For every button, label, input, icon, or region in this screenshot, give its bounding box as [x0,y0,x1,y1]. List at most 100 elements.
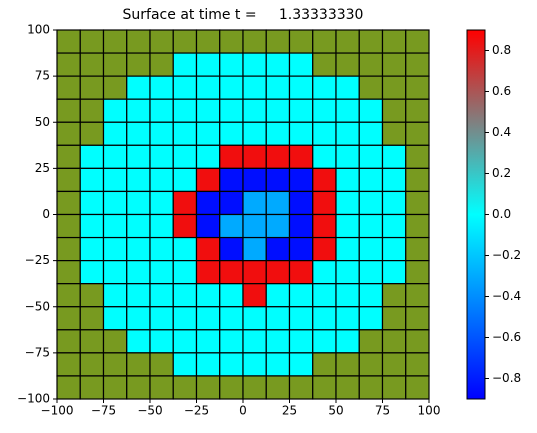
cell [126,306,151,331]
cell [219,144,244,169]
cell [172,190,198,216]
land-cell [79,283,105,308]
cell [149,121,174,146]
cell [195,236,221,262]
land-cell [335,375,360,400]
land-cell [195,375,221,400]
colorbar-tick-label: 0.6 [492,84,511,98]
cell [335,236,360,262]
land-cell [102,75,128,100]
land-cell [405,52,430,77]
cell [172,352,198,377]
land-cell [405,167,430,193]
x-tick-label: 75 [375,404,390,418]
cell [219,75,244,100]
land-cell [172,375,198,400]
land-cell [381,375,407,400]
land-cell [405,190,430,216]
land-cell [56,167,81,193]
cell [242,329,267,354]
cell [195,52,221,77]
land-cell [149,352,174,377]
land-cell [312,375,337,400]
y-tick-label: 25 [35,161,50,175]
land-cell [56,352,81,377]
cell [358,306,384,331]
cell [126,121,151,146]
land-cell [56,329,81,354]
cell [335,283,360,308]
cell [102,190,128,216]
land-cell [102,375,128,400]
x-tick-label: 50 [328,404,343,418]
cell [195,121,221,146]
cell [219,52,244,77]
cell [126,260,151,285]
cell [265,236,291,262]
land-cell [381,329,407,354]
land-cell [126,52,151,77]
land-cell [405,98,430,123]
cell [312,213,337,239]
x-tick-label: 25 [282,404,297,418]
x-tick-label: −75 [91,404,116,418]
land-cell [358,52,384,77]
land-cell [405,213,430,239]
cell [79,260,105,285]
land-cell [56,144,81,169]
cell [219,329,244,354]
cell [102,306,128,331]
cell [172,283,198,308]
cell [172,167,198,193]
cell [312,190,337,216]
land-cell [288,29,314,54]
cell [149,260,174,285]
cell [219,352,244,377]
cell [358,190,384,216]
land-cell [405,306,430,331]
cell [149,190,174,216]
cell [102,236,128,262]
land-cell [405,329,430,354]
land-cell [405,121,430,146]
land-cell [265,29,291,54]
y-tick-label: −100 [17,392,50,406]
colorbar-tick-label: −0.4 [492,289,521,303]
cell [172,306,198,331]
chart-title: Surface at time t = 1.33333330 [123,7,364,23]
land-cell [381,98,407,123]
cell [172,121,198,146]
land-cell [405,375,430,400]
cell [335,260,360,285]
land-cell [405,75,430,100]
colorbar-tick-label: 0.2 [492,166,511,180]
x-tick-label: −100 [41,404,74,418]
cell [265,283,291,308]
cell [242,52,267,77]
cell [219,121,244,146]
land-cell [56,375,81,400]
cell [102,167,128,193]
land-cell [288,375,314,400]
cell [195,98,221,123]
cell [312,283,337,308]
land-cell [56,98,81,123]
cell [149,306,174,331]
cell [126,144,151,169]
cell [381,213,407,239]
cell [242,121,267,146]
cell [219,98,244,123]
land-cell [79,98,105,123]
land-cell [358,75,384,100]
cell [126,236,151,262]
land-cell [126,375,151,400]
land-cell [405,352,430,377]
cell [265,260,291,285]
cell [288,121,314,146]
cell [149,329,174,354]
cell [288,260,314,285]
land-cell [381,306,407,331]
land-cell [102,52,128,77]
cell [358,98,384,123]
cell [288,283,314,308]
